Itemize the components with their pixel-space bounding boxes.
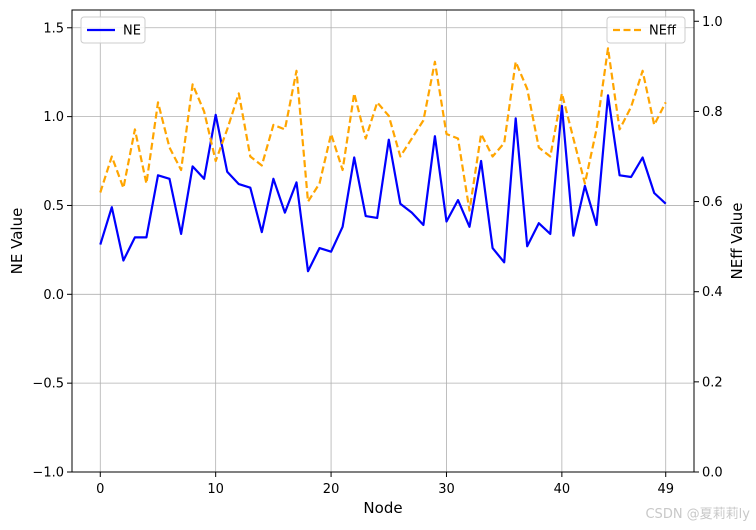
grid (72, 10, 694, 473)
y-tick-label: 1.0 (43, 110, 64, 125)
y-tick-label-right: 0.8 (702, 105, 723, 120)
x-tick-label: 10 (207, 482, 224, 497)
legend-box (606, 16, 686, 44)
y-tick-label-right: 1.0 (702, 15, 723, 30)
legend-neff: NEff (606, 16, 686, 44)
x-tick-label: 20 (323, 482, 340, 497)
y-tick-label-right: 0.6 (702, 195, 723, 210)
series-line-ne (99, 94, 667, 273)
y-tick-label-right: 0.4 (702, 285, 723, 300)
ticks-layer: 0 10 20 30 40 49 −1.0 −0.5 0.0 0.5 1.0 1.5 0.0 0.2 0.4… (32, 15, 722, 497)
y-tick-label: 1.5 (43, 21, 64, 36)
y-axis-label: NE Value (8, 208, 26, 275)
series-line-neff (99, 47, 667, 212)
watermark: CSDN @夏莉莉ly (645, 507, 750, 522)
y-tick-label-right: 0.0 (702, 466, 723, 481)
x-tick-label: 40 (554, 482, 571, 497)
plot-frame (71, 9, 695, 473)
y-axis-label-right: NEff Value (728, 203, 746, 280)
legend-label-neff: NEff (649, 24, 677, 39)
legend-label-ne: NE (123, 24, 141, 39)
y-tick-label: −1.0 (32, 466, 64, 481)
x-tick-label: 0 (96, 482, 104, 497)
x-axis-label: Node (363, 499, 402, 517)
y-tick-label: 0.0 (43, 288, 64, 303)
series-layer (99, 47, 667, 273)
y-tick-label: −0.5 (32, 377, 64, 392)
legend-ne: NE (80, 16, 146, 44)
y-tick-label: 0.5 (43, 199, 64, 214)
x-tick-label: 30 (438, 482, 455, 497)
x-tick-label: 49 (657, 482, 674, 497)
y-tick-label-right: 0.2 (702, 375, 723, 390)
